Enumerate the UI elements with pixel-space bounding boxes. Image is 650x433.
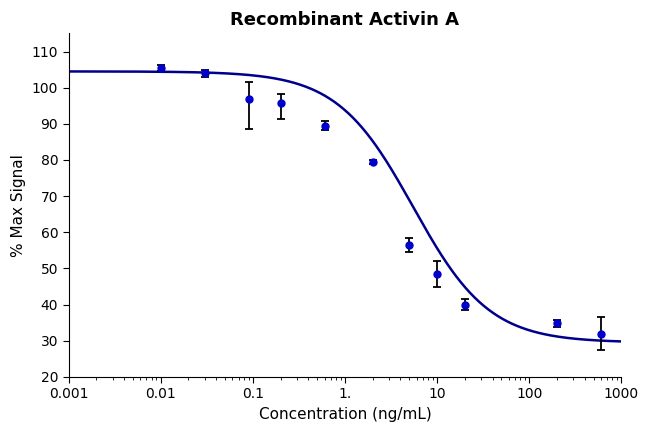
Title: Recombinant Activin A: Recombinant Activin A bbox=[231, 11, 460, 29]
X-axis label: Concentration (ng/mL): Concentration (ng/mL) bbox=[259, 407, 432, 422]
Y-axis label: % Max Signal: % Max Signal bbox=[11, 154, 26, 257]
